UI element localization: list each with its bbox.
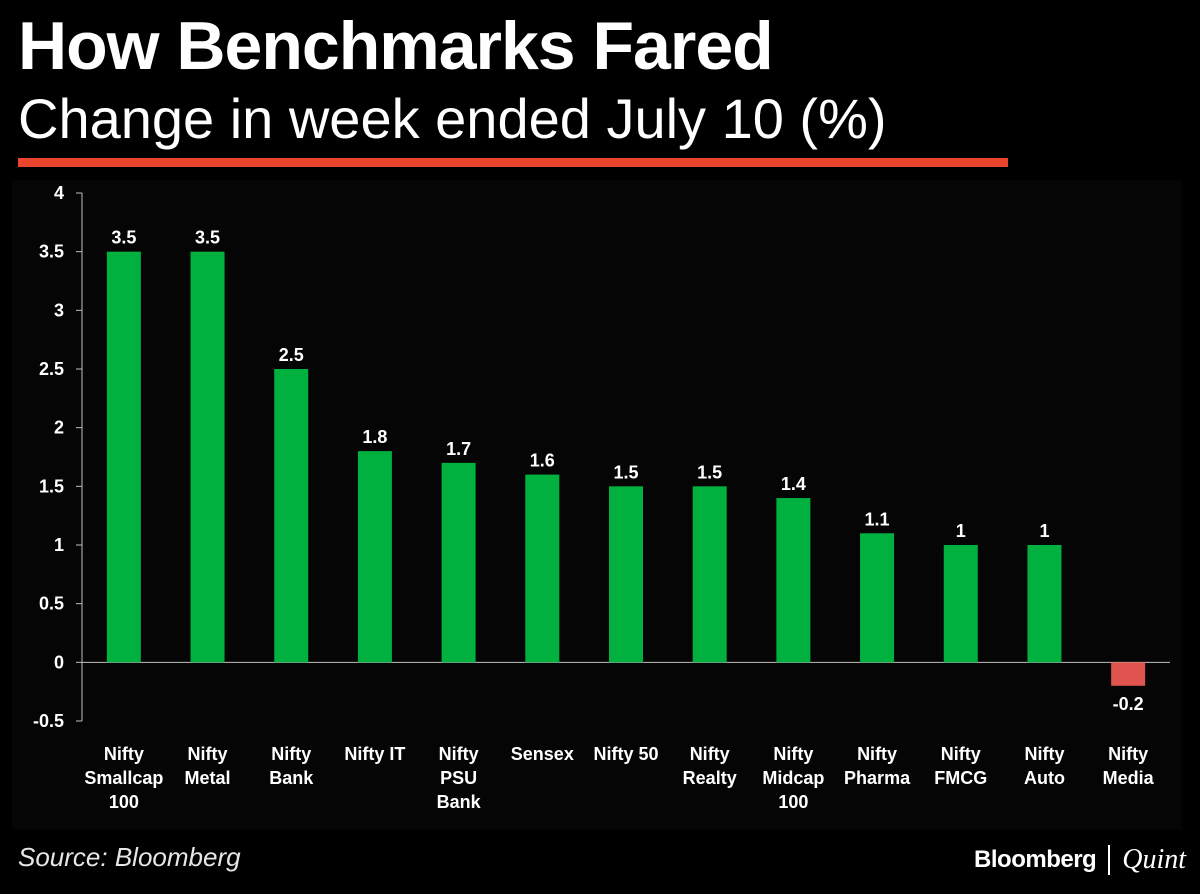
- chart-subtitle: Change in week ended July 10 (%): [18, 87, 887, 150]
- x-tick-label: Nifty Metal: [185, 744, 231, 788]
- bar: [1027, 545, 1062, 663]
- y-tick-label: 0: [54, 652, 64, 672]
- y-tick-label: 3.5: [39, 242, 64, 262]
- bar: [609, 486, 643, 663]
- data-label: 1.1: [865, 509, 890, 529]
- x-tick-label: Nifty Pharma: [844, 744, 911, 788]
- y-tick-label: -0.5: [33, 711, 64, 731]
- y-tick-label: 2: [54, 418, 64, 438]
- bar: [525, 474, 560, 663]
- bar: [776, 498, 811, 663]
- x-tick-label: Nifty Realty: [683, 744, 737, 788]
- brand-primary: Bloomberg: [974, 846, 1097, 873]
- bar: [860, 533, 895, 663]
- data-label: 3.5: [111, 228, 136, 248]
- source-note: Source: Bloomberg: [18, 842, 241, 872]
- x-tick-label: Nifty Smallcap 100: [84, 744, 163, 812]
- y-tick-label: 3: [54, 300, 64, 320]
- title-underline: [18, 158, 1008, 167]
- x-tick-label: Nifty Bank: [269, 744, 314, 788]
- data-label: 3.5: [195, 228, 220, 248]
- x-tick-label: Sensex: [511, 744, 574, 764]
- y-tick-label: 1.5: [39, 476, 64, 496]
- data-label: 1.5: [613, 462, 638, 482]
- y-tick-label: 1: [54, 535, 64, 555]
- data-label: 1: [1039, 521, 1049, 541]
- data-label: 1.7: [446, 439, 471, 459]
- x-tick-label: Nifty PSU Bank: [437, 744, 482, 812]
- x-tick-label: Nifty 50: [593, 744, 658, 764]
- bar: [190, 251, 225, 663]
- bar: [441, 462, 476, 663]
- bar: [106, 251, 141, 663]
- bar: [357, 451, 392, 663]
- brand-separator: [1108, 845, 1111, 875]
- y-tick-label: 4: [54, 183, 64, 203]
- y-tick-label: 2.5: [39, 359, 64, 379]
- brand-logo: Bloomberg Quint: [974, 844, 1186, 876]
- bar: [692, 486, 727, 663]
- bar: [943, 545, 978, 663]
- data-label: 1: [956, 521, 966, 541]
- data-label: 1.5: [697, 462, 722, 482]
- bar: [274, 369, 309, 663]
- x-tick-label: Nifty IT: [344, 744, 405, 764]
- chart-title: How Benchmarks Fared: [18, 8, 774, 84]
- brand-secondary: Quint: [1122, 844, 1186, 875]
- data-label: 2.5: [279, 345, 304, 365]
- data-label: 1.6: [530, 451, 555, 471]
- y-tick-label: 0.5: [39, 594, 64, 614]
- data-label: -0.2: [1113, 694, 1144, 714]
- x-tick-label: Nifty Midcap 100: [762, 744, 824, 812]
- x-tick-label: Nifty Media: [1103, 744, 1155, 788]
- bar: [1111, 662, 1146, 686]
- data-label: 1.8: [362, 427, 387, 447]
- x-tick-label: Nifty FMCG: [934, 744, 987, 788]
- data-label: 1.4: [781, 474, 806, 494]
- x-tick-label: Nifty Auto: [1024, 744, 1065, 788]
